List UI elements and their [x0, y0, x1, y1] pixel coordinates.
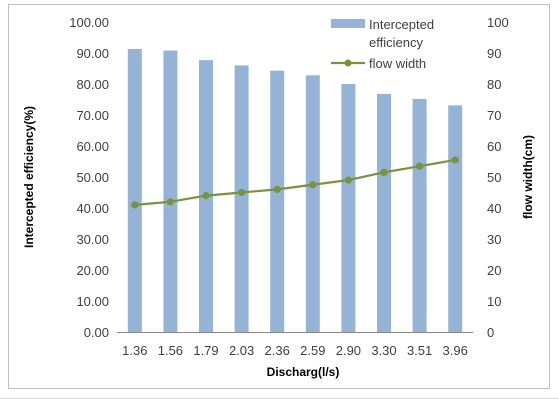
- legend-label-efficiency-line2: efficiency: [369, 35, 423, 50]
- bar-efficiency-1.36: [127, 48, 142, 332]
- y-tick-label: 60.00: [76, 139, 109, 154]
- bar-efficiency-2.59: [305, 75, 320, 332]
- y2-tick-label: 60: [487, 139, 501, 154]
- legend-swatch-efficiency: [331, 19, 365, 28]
- x-tick-label: 1.36: [122, 343, 147, 358]
- x-tick-label: 2.36: [265, 343, 290, 358]
- y-tick-label: 90.00: [76, 46, 109, 61]
- x-tick-label: 2.59: [300, 343, 325, 358]
- y-tick-label: 100.00: [69, 15, 109, 30]
- y-tick-label: 50.00: [76, 170, 109, 185]
- y-tick-label: 20.00: [76, 263, 109, 278]
- x-tick-label: 1.79: [193, 343, 218, 358]
- y-tick-label: 80.00: [76, 77, 109, 92]
- x-tick-label: 2.03: [229, 343, 254, 358]
- point-flow-width-2.36: [273, 185, 281, 193]
- point-flow-width-3.51: [416, 162, 424, 170]
- y2-tick-label: 80: [487, 77, 501, 92]
- x-tick-label: 2.90: [336, 343, 361, 358]
- point-flow-width-3.96: [451, 156, 459, 164]
- y2-tick-label: 0: [487, 325, 494, 340]
- legend: Intercepted efficiency flow width: [331, 17, 434, 71]
- x-axis-ticks: 1.36 1.56 1.79 2.03 2.36 2.59 2.90 3.30 3.51 3.96: [122, 343, 468, 358]
- flow-width-line: [134, 158, 456, 206]
- bar-efficiency-2.36: [270, 70, 285, 333]
- y2-tick-label: 50: [487, 170, 501, 185]
- chart: 0.00 10.00 20.00 30.00 40.00 50.00 60.00 70.00 8…: [22, 15, 535, 379]
- point-flow-width-2.59: [309, 181, 317, 189]
- x-axis-title: Discharg(l/s): [267, 365, 340, 379]
- y2-tick-label: 20: [487, 263, 501, 278]
- bar-efficiency-3.96: [448, 105, 463, 332]
- y2-axis-ticks: 0 10 20 30 40 50 60 70 80 90 100: [487, 15, 509, 340]
- y-axis-title: Intercepted efficiency(%): [22, 106, 36, 248]
- y-tick-label: 0.00: [84, 325, 109, 340]
- y-tick-label: 10.00: [76, 294, 109, 309]
- chart-frame: 0.00 10.00 20.00 30.00 40.00 50.00 60.00 70.00 8…: [8, 4, 550, 389]
- point-flow-width-1.36: [131, 201, 139, 209]
- divider: [0, 398, 559, 399]
- bar-efficiency-1.56: [163, 50, 178, 333]
- bar-efficiency-3.30: [377, 93, 391, 332]
- y-tick-label: 40.00: [76, 201, 109, 216]
- point-flow-width-1.79: [202, 192, 210, 200]
- point-flow-width-2.90: [344, 176, 352, 184]
- y2-tick-label: 90: [487, 46, 501, 61]
- legend-marker-flow-width: [344, 59, 352, 67]
- x-tick-label: 3.96: [443, 343, 468, 358]
- y2-tick-label: 40: [487, 201, 501, 216]
- point-flow-width-1.56: [166, 198, 174, 206]
- y-tick-label: 70.00: [76, 108, 109, 123]
- x-tick-label: 1.56: [158, 343, 183, 358]
- y2-tick-label: 70: [487, 108, 501, 123]
- y-axis-ticks: 0.00 10.00 20.00 30.00 40.00 50.00 60.00 70.00 8…: [69, 15, 109, 340]
- flow-width-points: [131, 156, 459, 209]
- x-tick-label: 3.30: [371, 343, 396, 358]
- y2-axis-title: flow width(cm): [521, 135, 535, 219]
- y2-tick-label: 30: [487, 232, 501, 247]
- y2-tick-label: 100: [487, 15, 509, 30]
- point-flow-width-2.03: [238, 188, 246, 197]
- y2-tick-label: 10: [487, 294, 501, 309]
- legend-label-flow-width: flow width: [369, 56, 426, 71]
- bar-efficiency-2.90: [341, 84, 356, 332]
- bar-efficiency-2.03: [234, 65, 249, 333]
- point-flow-width-3.30: [380, 168, 388, 176]
- x-tick-label: 3.51: [407, 343, 432, 358]
- legend-label-efficiency: Intercepted: [369, 17, 434, 32]
- y-tick-label: 30.00: [76, 232, 109, 247]
- bar-efficiency-3.51: [412, 98, 427, 332]
- bar-series: [127, 48, 463, 333]
